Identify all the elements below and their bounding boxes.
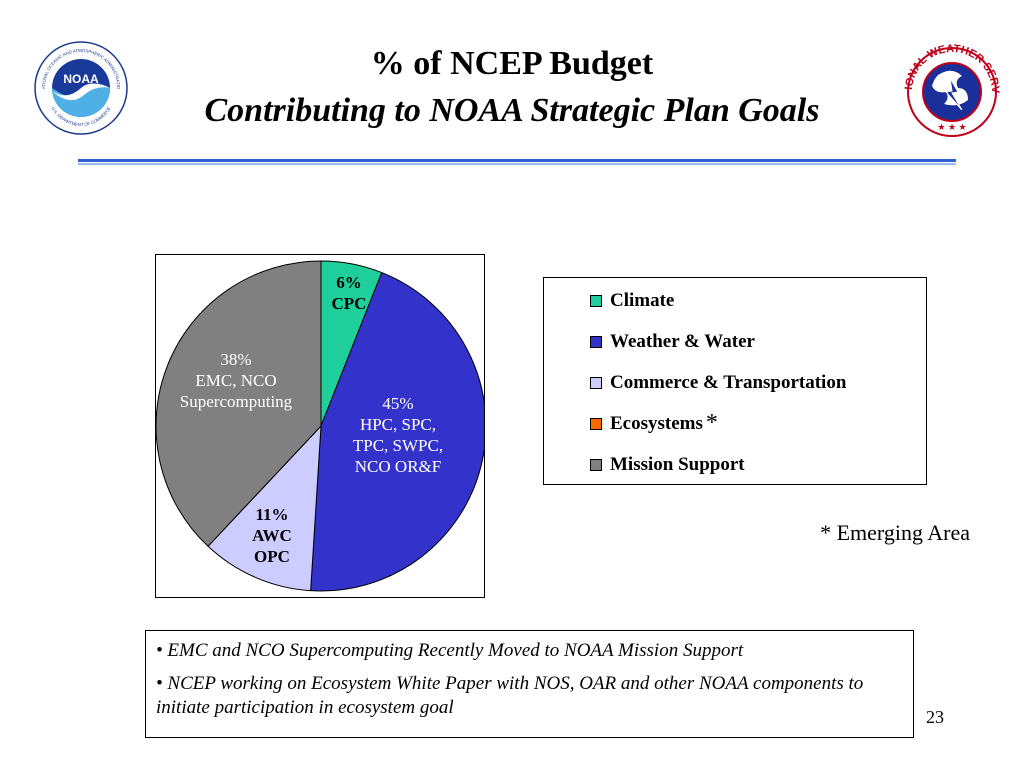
noaa-seal-icon: NOAA NATIONAL OCEANIC AND ATMOSPHERIC AD…: [32, 37, 128, 135]
slide-subtitle: Contributing to NOAA Strategic Plan Goal…: [204, 92, 820, 129]
nws-stars-icon: ★ ★ ★: [937, 122, 966, 132]
note-bullet: • EMC and NCO Supercomputing Recently Mo…: [156, 640, 744, 661]
legend-item-ecosystems: Ecosystems *: [590, 410, 718, 436]
legend-swatch-climate: [590, 295, 602, 307]
legend-item-commerce-transportation: Commerce & Transportation: [590, 372, 846, 394]
title-divider-shadow: [78, 163, 956, 165]
legend-label: Ecosystems: [610, 413, 703, 434]
pie-label-weather-water: 45% HPC, SPC, TPC, SWPC, NCO OR&F: [353, 394, 443, 476]
legend-swatch-weather-water: [590, 336, 602, 348]
chart-legend: Climate Weather & Water Commerce & Trans…: [543, 277, 927, 485]
emerging-area-note: * Emerging Area: [820, 520, 970, 545]
pie-label-climate: 6% CPC: [332, 273, 367, 313]
legend-star-marker: *: [705, 410, 718, 436]
noaa-logo: NOAA NATIONAL OCEANIC AND ATMOSPHERIC AD…: [32, 37, 128, 135]
nws-seal-icon: NATIONAL WEATHER SERVICE ★ ★ ★: [898, 33, 1001, 137]
nws-logo: NATIONAL WEATHER SERVICE ★ ★ ★: [898, 33, 1002, 138]
pie-chart-frame: 6% CPC 45% HPC, SPC, TPC, SWPC, NCO OR&F 11% AW…: [155, 254, 485, 598]
legend-swatch-commerce-transportation: [590, 377, 602, 389]
noaa-logo-text: NOAA: [63, 72, 99, 86]
legend-label: Climate: [610, 290, 675, 311]
title-divider: [78, 159, 956, 162]
pie-label-commerce-transportation: 11% AWC OPC: [252, 505, 292, 566]
pie-label-mission-support: 38% EMC, NCO Supercomputing: [180, 350, 293, 411]
legend-swatch-mission-support: [590, 459, 602, 471]
legend-label: Mission Support: [610, 454, 745, 475]
pie-slice-commerce-transportation: [207, 424, 322, 592]
legend-item-climate: Climate: [590, 290, 674, 312]
notes-box: • EMC and NCO Supercomputing Recently Mo…: [145, 630, 914, 738]
legend-swatch-ecosystems: [590, 418, 602, 430]
legend-label: Weather & Water: [610, 331, 755, 352]
legend-label: Commerce & Transportation: [610, 372, 847, 393]
page-number: 23: [926, 707, 944, 727]
legend-item-weather-water: Weather & Water: [590, 331, 755, 353]
pie-slice-mission-support: [156, 260, 322, 547]
note-bullet: • NCEP working on Ecosystem White Paper …: [156, 673, 864, 718]
pie-slice-weather-water: [310, 271, 484, 592]
pie-chart: 6% CPC 45% HPC, SPC, TPC, SWPC, NCO OR&F 11% AW…: [156, 260, 484, 592]
legend-item-mission-support: Mission Support: [590, 454, 745, 476]
slide-title: % of NCEP Budget: [370, 45, 654, 82]
